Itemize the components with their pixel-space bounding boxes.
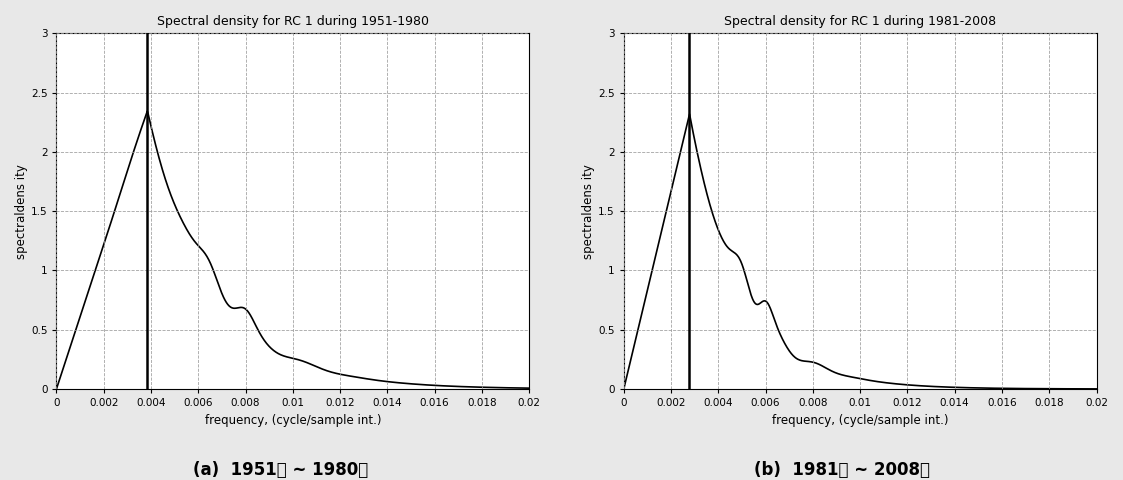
Text: (a)  1951년 ~ 1980년: (a) 1951년 ~ 1980년: [193, 461, 368, 479]
Title: Spectral density for RC 1 during 1951-1980: Spectral density for RC 1 during 1951-19…: [157, 15, 429, 28]
X-axis label: frequency, (cycle/sample int.): frequency, (cycle/sample int.): [772, 414, 949, 427]
X-axis label: frequency, (cycle/sample int.): frequency, (cycle/sample int.): [204, 414, 381, 427]
Y-axis label: spectraldens ity: spectraldens ity: [583, 164, 595, 259]
Title: Spectral density for RC 1 during 1981-2008: Spectral density for RC 1 during 1981-20…: [724, 15, 996, 28]
Y-axis label: spectraldens ity: spectraldens ity: [15, 164, 28, 259]
Text: (b)  1981년 ~ 2008년: (b) 1981년 ~ 2008년: [755, 461, 930, 479]
